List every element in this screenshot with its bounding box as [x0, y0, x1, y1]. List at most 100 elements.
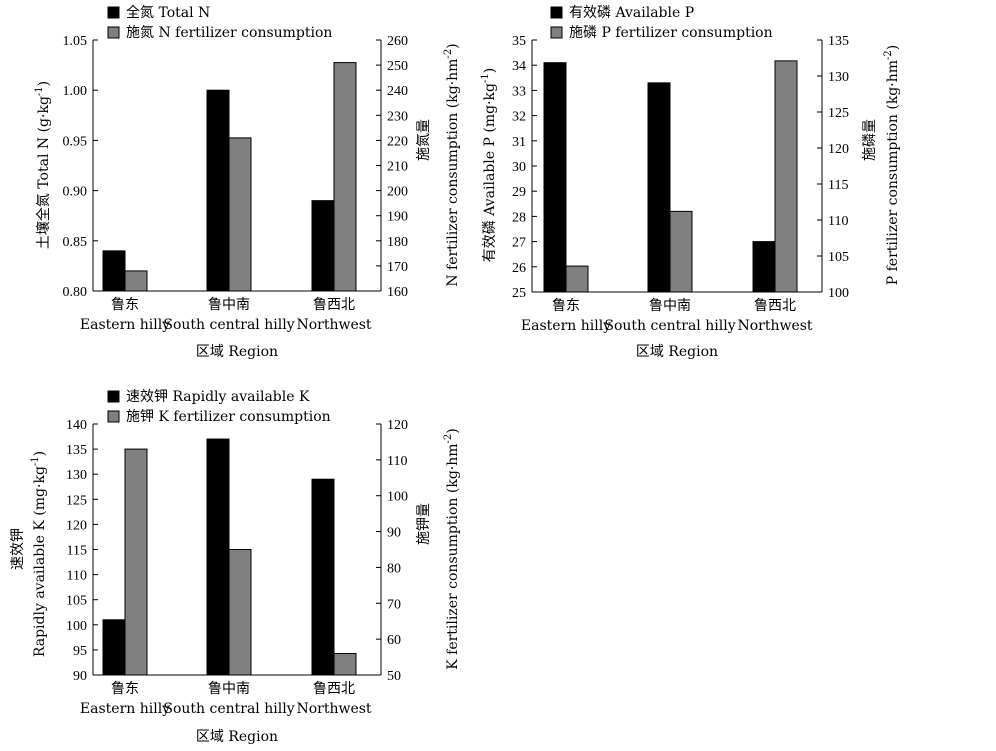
y-axis-title-zh: 速效钾 [10, 528, 26, 570]
bar-primary-3 [311, 478, 335, 676]
y-axis-title: Rapidly available K (mg·kg-1) [30, 451, 48, 657]
right-tick-label: 90 [387, 526, 401, 541]
legend-swatch [550, 26, 563, 39]
left-tick-label: 25 [512, 286, 526, 301]
left-tick-label: 95 [73, 644, 87, 659]
left-tick-label: 135 [66, 443, 87, 458]
left-tick-label: 26 [512, 261, 526, 276]
category-label-en: South central hilly [163, 701, 294, 717]
y-axis-title-tail: ) [32, 451, 48, 456]
left-tick-label: 140 [66, 418, 87, 433]
right-tick-label: 125 [828, 106, 849, 121]
category-label-zh: 鲁西北 [313, 297, 355, 313]
y2-axis-title: K fertilizer consumption (kg·hm-2) [443, 428, 461, 670]
left-tick-label: 34 [512, 59, 526, 74]
bar-fertilizer-2 [228, 137, 252, 292]
bar-primary-2 [647, 82, 671, 293]
legend-swatch [107, 390, 120, 403]
right-tick-label: 220 [387, 134, 408, 149]
bar-fertilizer-1 [565, 265, 589, 293]
left-tick-label: 90 [73, 669, 87, 684]
left-tick-label: 120 [66, 518, 87, 533]
right-tick-label: 130 [828, 70, 849, 85]
chart-1: 0.80 0.85 0.90 0.95 1.00 1.05 160 170 180 190 200 2… [34, 4, 461, 360]
y2-axis-title-tail: ) [885, 45, 901, 50]
bar-fertilizer-1 [124, 448, 148, 676]
left-tick-label: 1.00 [63, 84, 88, 99]
right-tick-label: 100 [828, 286, 849, 301]
legend-swatch [107, 410, 120, 423]
x-axis-title: 区域 Region [196, 729, 278, 745]
y2-axis-title-zh: 施磷量 [862, 119, 878, 161]
bar-fertilizer-3 [333, 652, 357, 676]
left-tick-label: 105 [66, 594, 87, 609]
legend-label: 有效磷 Available P [569, 5, 694, 21]
left-tick-label: 30 [512, 160, 526, 175]
bar-primary-1 [102, 619, 126, 676]
left-tick-label: 1.05 [63, 34, 88, 49]
category-label-en: Eastern hilly [80, 317, 170, 333]
right-tick-label: 190 [387, 210, 408, 225]
left-tick-label: 27 [512, 236, 526, 251]
right-tick-label: 50 [387, 669, 401, 684]
left-tick-label: 0.95 [63, 134, 88, 149]
legend-swatch [107, 26, 120, 39]
y2-axis-title-sup: -2 [883, 50, 894, 60]
bar-primary-3 [752, 241, 776, 293]
bar-fertilizer-3 [774, 60, 798, 293]
y-axis-title-text: 土壤全氮 Total N (g·kg [35, 96, 52, 249]
right-tick-label: 135 [828, 34, 849, 49]
category-label-zh: 鲁东 [111, 681, 139, 697]
left-tick-label: 100 [66, 619, 87, 634]
legend-label: 速效钾 Rapidly available K [126, 389, 310, 405]
bar-primary-1 [102, 250, 126, 292]
bar-fertilizer-2 [669, 210, 693, 293]
legend-label: 施氮 N fertilizer consumption [126, 25, 332, 41]
left-tick-label: 33 [512, 84, 526, 99]
y2-axis-title-text: K fertilizer consumption (kg·hm [445, 443, 461, 669]
y-axis-title-sup: -1 [34, 86, 45, 96]
y-axis-title: 有效磷 Available P (mg·kg-1) [480, 68, 498, 262]
y2-axis-title-text: P fertilizer consumption (kg·hm [885, 60, 901, 285]
legend-swatch [107, 6, 120, 19]
chart-2: 25 26 27 28 29 30 31 32 33 34 35 100 105 110 115 120 125… [480, 5, 901, 360]
right-tick-label: 230 [387, 109, 408, 124]
y2-axis-title-sup: -2 [443, 49, 454, 59]
y-axis-title-text: Rapidly available K (mg·kg [32, 466, 48, 657]
right-tick-label: 120 [387, 418, 408, 433]
right-tick-label: 120 [828, 142, 849, 157]
category-label-en: Eastern hilly [80, 701, 170, 717]
right-tick-label: 210 [387, 160, 408, 175]
left-tick-label: 0.80 [63, 285, 88, 300]
bar-fertilizer-1 [124, 270, 148, 292]
category-label-en: South central hilly [163, 317, 294, 333]
y2-axis-title: N fertilizer consumption (kg·hm-2) [443, 43, 461, 286]
category-label-zh: 鲁东 [552, 298, 580, 314]
y2-axis-title-zh: 施氮量 [416, 119, 432, 161]
left-tick-label: 35 [512, 34, 526, 49]
category-label-zh: 鲁东 [111, 297, 139, 313]
left-tick-label: 110 [67, 569, 87, 584]
legend-label: 全氮 Total N [126, 4, 210, 21]
right-tick-label: 160 [387, 285, 408, 300]
category-label-en: Northwest [737, 318, 812, 334]
right-tick-label: 60 [387, 633, 401, 648]
left-tick-label: 0.90 [63, 185, 88, 200]
category-label-en: Northwest [296, 317, 371, 333]
left-tick-label: 32 [512, 110, 526, 125]
legend-label: 施磷 P fertilizer consumption [569, 25, 773, 41]
y2-axis-title: P fertilizer consumption (kg·hm-2) [883, 45, 901, 285]
x-axis-title: 区域 Region [196, 344, 278, 360]
y-axis-title: 土壤全氮 Total N (g·kg-1) [34, 81, 52, 249]
left-tick-label: 125 [66, 493, 87, 508]
category-label-zh: 鲁中南 [208, 681, 250, 697]
y-axis-title-tail: ) [36, 81, 52, 86]
y-axis-title-sup: -1 [30, 456, 41, 466]
right-tick-label: 105 [828, 250, 849, 265]
left-tick-label: 31 [512, 135, 526, 150]
y2-axis-title-tail: ) [445, 43, 461, 48]
category-label-zh: 鲁西北 [754, 298, 796, 314]
right-tick-label: 200 [387, 185, 408, 200]
legend-label: 施钾 K fertilizer consumption [126, 409, 331, 425]
